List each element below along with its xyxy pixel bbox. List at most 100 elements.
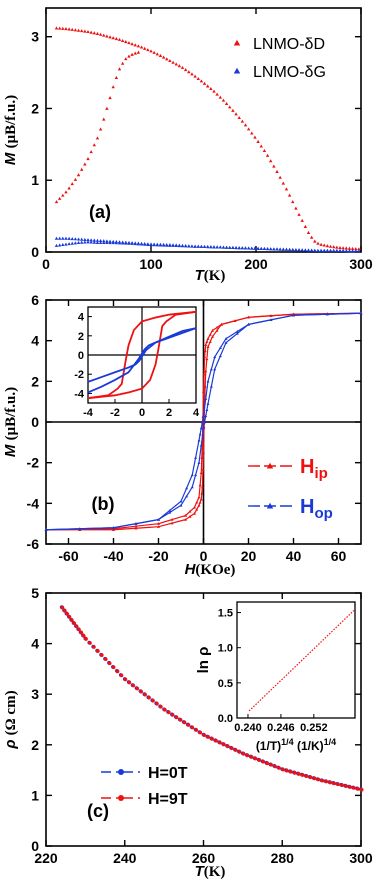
- a-data-point: [80, 240, 84, 244]
- a-data-point: [180, 65, 185, 69]
- a-data-point: [234, 112, 238, 116]
- b-data-point: [235, 332, 239, 335]
- a-data-point: [341, 246, 345, 250]
- c-data-point: [359, 787, 364, 792]
- a-data-point: [347, 246, 352, 250]
- c-data-point: [182, 720, 187, 725]
- a-data-point: [95, 31, 100, 35]
- c-inset-x-label: (1/T)1/4 (1/K)1/4: [256, 737, 336, 753]
- b-data-point: [200, 491, 204, 495]
- a-data-point: [297, 248, 301, 252]
- c-data-point: [178, 718, 183, 722]
- c-data-point: [74, 624, 79, 629]
- a-data-point: [218, 95, 222, 99]
- a-y-tick-label: 2: [31, 100, 39, 116]
- b-data-point: [197, 495, 201, 499]
- a-data-point: [124, 40, 128, 44]
- a-data-point: [102, 33, 106, 37]
- b-data-point: [233, 319, 237, 323]
- b-x-tick-label: -40: [103, 548, 123, 564]
- a-data-point: [180, 244, 185, 248]
- a-data-point: [332, 248, 336, 252]
- b-data-point: [200, 485, 204, 489]
- a-data-point: [143, 46, 147, 50]
- b-data-point: [204, 343, 208, 346]
- c-data-point: [304, 774, 309, 779]
- a-data-point: [206, 84, 210, 88]
- a-data-point: [61, 242, 65, 247]
- b-data-point: [211, 335, 214, 338]
- c-data-point: [139, 689, 144, 694]
- b-data-point: [170, 521, 174, 525]
- a-series-lnmo-d: [54, 26, 361, 251]
- a-data-point: [98, 238, 103, 243]
- a-data-point: [319, 248, 323, 252]
- c-data-point: [284, 768, 289, 773]
- a-data-point: [243, 123, 248, 127]
- c-data-point: [166, 710, 171, 715]
- b-data-point: [199, 471, 203, 475]
- c-inset-x-tick-label: 0.240: [234, 722, 262, 734]
- c-data-point: [308, 775, 313, 780]
- b-x-tick-label: -20: [148, 548, 168, 564]
- a-data-point: [183, 244, 188, 248]
- b-data-point: [185, 494, 189, 498]
- c-data-point: [253, 756, 258, 761]
- a-data-point: [253, 246, 257, 250]
- c-data-point: [162, 707, 167, 712]
- a-data-point: [190, 244, 194, 248]
- a-data-point: [275, 169, 279, 173]
- a-data-point: [309, 235, 314, 239]
- a-data-point: [102, 240, 106, 245]
- b-data-point: [204, 369, 208, 373]
- a-data-point: [272, 247, 276, 251]
- b-data-point: [198, 500, 202, 504]
- c-data-point: [340, 783, 344, 788]
- a-data-point: [168, 243, 172, 247]
- c-data-point: [316, 777, 321, 782]
- c-data-point: [237, 750, 242, 754]
- a-data-point: [120, 241, 125, 245]
- c-data-point: [328, 780, 332, 785]
- c-data-point: [147, 695, 151, 700]
- c-data-point: [127, 680, 132, 685]
- b-data-point: [220, 322, 223, 326]
- b-data-point: [211, 329, 214, 332]
- a-data-point: [161, 55, 166, 59]
- a-data-point: [183, 68, 188, 72]
- b-inset-x-tick-label: 0: [139, 407, 145, 419]
- b-data-point: [200, 456, 204, 459]
- a-data-point: [171, 60, 175, 64]
- b-data-point: [188, 509, 192, 513]
- b-data-point: [157, 525, 160, 528]
- a-data-point: [272, 164, 276, 168]
- a-data-point: [111, 241, 115, 245]
- c-data-point: [190, 725, 195, 730]
- a-data-point: [303, 248, 308, 252]
- a-data-point: [117, 37, 122, 41]
- a-data-point: [332, 245, 336, 249]
- a-data-point: [231, 108, 235, 112]
- a-data-point: [328, 248, 333, 252]
- a-data-point: [54, 26, 59, 30]
- c-x-tick-label: 220: [34, 850, 58, 866]
- a-data-point: [89, 238, 93, 242]
- a-data-point: [54, 200, 59, 204]
- a-data-point: [291, 200, 295, 204]
- a-data-point: [92, 240, 96, 244]
- c-y-tick-label: 5: [31, 585, 39, 601]
- b-data-point: [157, 518, 160, 521]
- a-data-point: [215, 92, 219, 96]
- a-data-point: [199, 244, 204, 248]
- b-data-point: [170, 518, 174, 521]
- a-data-point: [158, 243, 163, 247]
- b-data-point: [205, 340, 209, 343]
- a-data-point: [294, 248, 298, 252]
- a-data-point: [133, 242, 137, 246]
- a-data-point: [297, 212, 301, 216]
- a-data-point: [335, 245, 339, 249]
- a-data-point: [350, 246, 355, 250]
- a-data-point: [262, 148, 267, 153]
- c-data-point: [91, 645, 96, 649]
- a-data-point: [193, 244, 197, 248]
